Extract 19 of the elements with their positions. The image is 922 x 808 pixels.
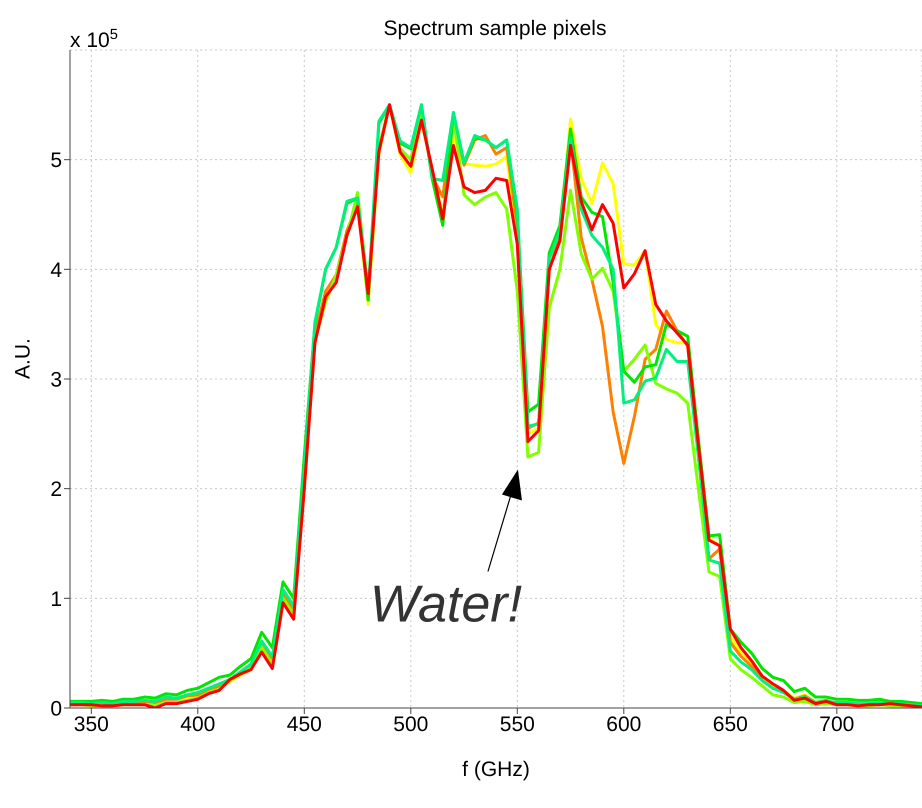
y-tick-label: 2	[50, 478, 62, 502]
x-tick-label: 350	[74, 712, 109, 736]
x-tick-label: 650	[712, 712, 748, 736]
x-tick-label: 700	[819, 712, 854, 736]
y-tick-label: 0	[50, 697, 62, 720]
annotation: Water!	[370, 576, 522, 634]
annotation: x 10$^{5}$	[70, 27, 118, 52]
x-axis-title: f (GHz)	[462, 758, 530, 781]
chart-title: Spectrum sample pixels	[384, 17, 606, 40]
x-tick-label: 400	[180, 712, 216, 736]
x-tick-label: 550	[500, 712, 535, 736]
x-tick-label: 600	[606, 712, 642, 736]
y-tick-label: 1	[50, 588, 62, 611]
x-tick-label: 500	[393, 712, 428, 736]
y-axis-title: A.U.	[11, 338, 34, 379]
y-tick-label: 3	[50, 368, 62, 392]
y-tick-label: 4	[50, 258, 62, 282]
x-tick-label: 450	[286, 712, 322, 736]
y-tick-label: 5	[50, 149, 62, 172]
